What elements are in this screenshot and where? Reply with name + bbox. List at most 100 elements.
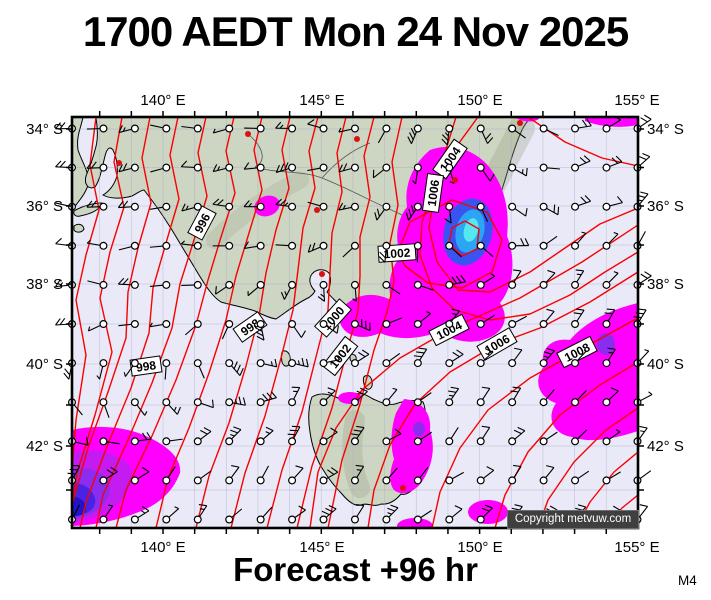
wind-barb (602, 347, 616, 368)
wind-barb (193, 398, 214, 409)
wind-barb (413, 311, 431, 329)
wind-barb (602, 231, 619, 250)
lat-label: 34° S (647, 121, 684, 138)
wind-barb (319, 355, 341, 368)
lat-label: 40° S (26, 356, 63, 373)
wind-barb (130, 505, 150, 524)
wind-barb (280, 280, 297, 300)
wind-barb (445, 427, 459, 446)
wind-barb (571, 470, 590, 485)
wind-barb (130, 466, 150, 485)
wind-barb (602, 155, 623, 172)
wind-barb (307, 241, 328, 253)
wind-barb (319, 387, 336, 407)
axis-ticks (66, 111, 644, 534)
wind-barb (193, 359, 205, 379)
lon-label: 155° E (614, 92, 659, 109)
city-dot (517, 120, 523, 126)
wind-barb (193, 470, 212, 485)
wind-barb (275, 241, 297, 250)
wind-barb (215, 280, 234, 295)
wind-barb (476, 504, 493, 524)
wind-barb (382, 428, 402, 446)
wind-barb (193, 427, 212, 446)
wind-barb (508, 426, 526, 446)
wind-barb (118, 320, 139, 329)
wind-barb (307, 119, 328, 133)
isobar (327, 117, 403, 528)
city-markers (116, 120, 523, 491)
wind-barb (350, 464, 365, 485)
wind-barb (244, 124, 265, 133)
wind-barb (508, 315, 527, 329)
wind-barb (254, 320, 265, 341)
wind-barb (382, 280, 401, 295)
city-dot (116, 160, 122, 166)
wind-barb (350, 280, 359, 302)
wind-barb (96, 359, 108, 380)
wind-barb (225, 359, 244, 376)
wind-barb (181, 202, 202, 212)
wind-barb (382, 387, 398, 407)
wind-barb (243, 200, 265, 211)
wind-barb (476, 466, 495, 485)
wind-barb (539, 431, 558, 446)
wind-barb (118, 124, 139, 134)
wind-barb (350, 387, 368, 407)
wind-barb (508, 347, 523, 368)
lat-label: 36° S (26, 198, 63, 215)
wind-barb (181, 280, 202, 289)
wind-barb (445, 386, 460, 407)
wind-barb (413, 509, 432, 524)
wind-barb (185, 320, 202, 336)
wind-barb (508, 124, 526, 139)
lat-label: 34° S (26, 121, 63, 138)
wind-barb (118, 163, 139, 173)
lat-label: 38° S (26, 276, 63, 293)
city-dot (400, 485, 406, 491)
isobar (397, 199, 503, 289)
wind-barb (413, 347, 428, 368)
wind-barb (317, 280, 328, 302)
wind-barb (275, 121, 297, 133)
wind-barb (212, 241, 234, 250)
wind-barb (86, 239, 108, 250)
wind-barb (476, 124, 494, 144)
wind-barb (86, 161, 108, 172)
wind-barb (212, 124, 234, 134)
wind-barb (413, 431, 432, 446)
wind-barb (247, 280, 265, 297)
wind-barb (225, 465, 240, 485)
lon-label: 140° E (140, 539, 185, 556)
wind-barb (243, 162, 265, 172)
lat-label: 42° S (26, 438, 63, 455)
wind-barb (508, 238, 530, 250)
wind-barb (539, 235, 558, 250)
wind-barb (571, 429, 588, 446)
isobar (72, 117, 152, 506)
wind-barb (221, 320, 234, 340)
wind-barb (319, 320, 339, 334)
wind-barb (130, 432, 152, 446)
wind-barb (130, 398, 148, 416)
wind-barb (86, 200, 108, 211)
lat-label: 42° S (647, 438, 684, 455)
wind-barb (180, 160, 202, 172)
wind-barb (476, 163, 495, 182)
model-code: M4 (678, 573, 697, 588)
wind-barb (413, 280, 434, 291)
wind-barb (256, 358, 278, 368)
wind-barb (413, 241, 422, 263)
wind-barb (275, 162, 297, 173)
wind-barbs (55, 114, 653, 524)
wind-barb (602, 196, 623, 211)
wind-barb (508, 386, 522, 407)
wind-barb (99, 437, 120, 446)
wind-barb (149, 241, 171, 250)
wind-barb (382, 467, 398, 485)
wind-barb (571, 389, 587, 407)
wind-barb (445, 241, 462, 258)
wind-barb (412, 163, 422, 185)
wind-barb (539, 465, 555, 485)
